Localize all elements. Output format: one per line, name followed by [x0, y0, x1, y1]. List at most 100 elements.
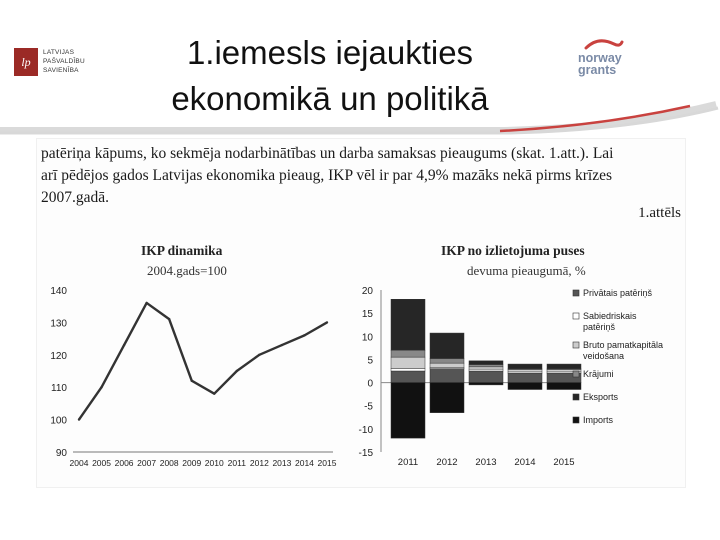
line-chart-series-ikp — [78, 301, 328, 421]
line-chart-y-tick: 140 — [50, 286, 67, 297]
bar-segment — [507, 363, 543, 369]
legend-label: Privātais patēriņš — [583, 288, 653, 298]
lps-logo-line3: SAVIENĪBA — [43, 67, 79, 74]
line-chart-x-tick: 2012 — [250, 458, 269, 468]
bar-segment — [507, 373, 543, 383]
bar-segment — [546, 382, 582, 390]
line-chart-point — [325, 321, 329, 324]
lps-logo-mark: lp — [14, 48, 38, 76]
bar-chart-subtitle: devuma pieaugumā, % — [467, 263, 586, 278]
line-chart-point — [77, 418, 81, 421]
lps-logo-line2: PAŠVALDĪBU — [43, 58, 85, 65]
bar-chart-y-tick: 20 — [362, 286, 374, 297]
bar-segment — [429, 368, 465, 383]
bar-segment — [390, 370, 426, 383]
legend-swatch — [572, 393, 580, 401]
bar-segment — [390, 299, 426, 351]
legend-label: Krājumi — [583, 369, 614, 379]
bar-chart-y-tick: -10 — [359, 425, 374, 436]
norway-grants-line1: norway — [578, 51, 622, 65]
lps-logo-text: LATVIJAS PAŠVALDĪBU SAVIENĪBA — [43, 48, 95, 75]
bar-chart-x-tick: 2015 — [553, 457, 574, 468]
legend-swatch — [572, 416, 580, 424]
bar-chart-y-tick: -15 — [359, 448, 374, 459]
bar-segment — [390, 382, 426, 439]
line-chart-x-tick: 2004 — [70, 458, 89, 468]
line-chart-point — [145, 301, 148, 305]
bar-segment — [507, 369, 543, 373]
line-chart-x-tick: 2010 — [205, 458, 224, 468]
line-chart-x-tick: 2005 — [92, 458, 111, 468]
legend-label: Eksports — [583, 392, 619, 402]
legend-swatch — [572, 341, 580, 349]
line-chart-y-tick: 130 — [50, 318, 67, 329]
lps-logo: lp LATVIJAS PAŠVALDĪBU SAVIENĪBA — [14, 46, 94, 80]
line-chart-x-tick: 2014 — [295, 458, 314, 468]
scanned-document: patēriņa kāpums, ko sekmēja nodarbinātīb… — [36, 138, 686, 488]
bar-segment — [507, 382, 543, 390]
bar-chart-y-tick: 15 — [362, 309, 374, 320]
legend-swatch — [572, 289, 580, 297]
line-chart-subtitle: 2004.gads=100 — [147, 263, 227, 278]
line-chart-y-tick: 120 — [50, 351, 67, 362]
bar-segment — [390, 356, 426, 369]
bar-segment — [468, 382, 504, 386]
doc-text-line1: patēriņa kāpums, ko sekmēja nodarbinātīb… — [41, 145, 614, 162]
bar-chart-x-tick: 2012 — [436, 457, 457, 468]
bar-segment — [390, 349, 426, 358]
ikp-line-chart: 90 100 110 120 130 140 2004 2005 2006 2007 2008 200… — [50, 286, 336, 468]
legend-label: Imports — [583, 415, 614, 425]
bar-segment — [468, 368, 504, 372]
slide-title-line1: 1.iemesls iejaukties — [186, 34, 474, 71]
bar-chart-y-tick: 5 — [367, 355, 373, 366]
bar-segment — [468, 370, 504, 383]
bar-chart-y-tick: 10 — [362, 332, 374, 343]
line-chart-point — [258, 353, 261, 356]
bar-segment — [468, 366, 504, 370]
line-chart-x-tick: 2011 — [228, 458, 247, 468]
norway-grants-logo: norway grants — [578, 38, 668, 82]
bar-segment — [390, 368, 426, 372]
bar-segment — [429, 382, 465, 413]
line-chart-point — [280, 343, 284, 347]
line-chart-point — [100, 386, 103, 389]
bar-chart-x-tick: 2014 — [514, 457, 535, 468]
legend-swatch — [572, 370, 580, 378]
line-chart-point — [190, 379, 193, 382]
line-chart-point — [213, 392, 216, 395]
legend-swatch — [572, 312, 580, 320]
norway-grants-line2: grants — [578, 63, 617, 77]
bar-segment — [429, 358, 465, 364]
figure-label: 1.attēls — [638, 205, 681, 221]
legend-label: Bruto pamatkapitāla veidošana — [583, 340, 663, 361]
line-chart-x-tick: 2008 — [160, 458, 179, 468]
slide-title-line2: ekonomikā un politikā — [171, 80, 489, 117]
line-chart-x-tick: 2007 — [137, 458, 156, 468]
norway-grants-swirl-icon — [584, 39, 624, 50]
bar-segment — [429, 362, 465, 369]
line-chart-point — [122, 343, 126, 347]
line-chart-y-tick: 110 — [51, 383, 67, 394]
line-chart-point — [167, 317, 171, 321]
bar-segment — [429, 332, 465, 359]
slide-title: 1.iemesls iejaukties ekonomikā un politi… — [140, 30, 520, 122]
bar-segment — [468, 360, 504, 365]
line-chart-y-tick: 90 — [56, 448, 68, 459]
lps-logo-line1: LATVIJAS — [43, 49, 75, 56]
line-chart-point — [235, 369, 239, 373]
header-swoosh — [0, 101, 719, 135]
bar-chart-y-tick: 0 — [367, 379, 373, 390]
legend-label: Sabiedriskais patēriņš — [583, 311, 637, 332]
doc-text-line2: arī pēdējos gados Latvijas ekonomika pie… — [41, 167, 613, 184]
bar-chart-x-tick: 2011 — [398, 457, 418, 468]
bar-chart-title: IKP no izlietojuma puses — [441, 243, 585, 258]
doc-text-line3: 2007.gadā. — [41, 189, 110, 206]
line-chart-y-tick: 100 — [50, 416, 67, 427]
bar-segment — [468, 364, 504, 368]
line-chart-x-tick: 2006 — [115, 458, 134, 468]
line-chart-point — [303, 334, 306, 337]
line-chart-title: IKP dinamika — [141, 243, 223, 258]
bar-chart-y-tick: -5 — [364, 402, 373, 413]
bar-segment — [546, 363, 582, 369]
